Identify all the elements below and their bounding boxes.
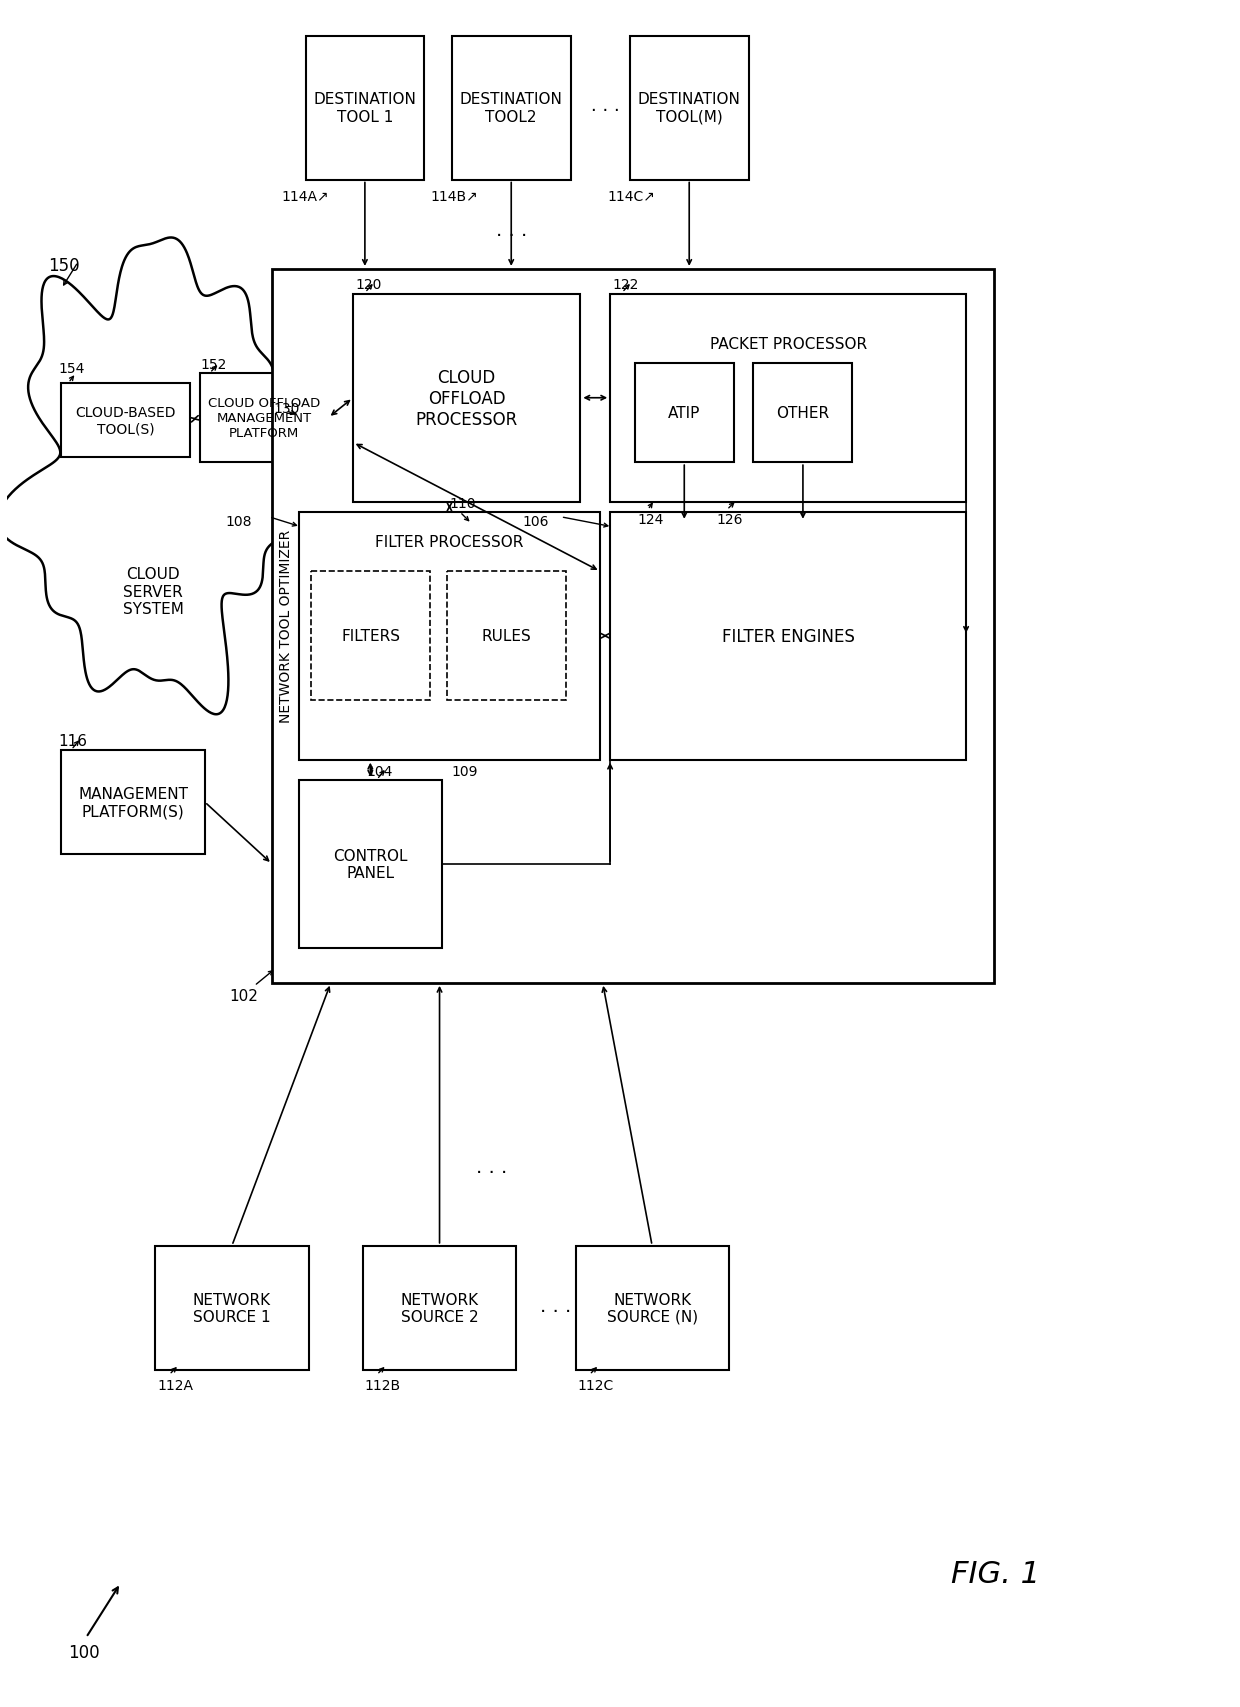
Bar [575, 1246, 729, 1371]
Bar [272, 270, 993, 983]
Text: 124: 124 [637, 512, 665, 526]
Bar [754, 364, 852, 463]
Text: PACKET PROCESSOR: PACKET PROCESSOR [709, 336, 867, 352]
Text: 130: 130 [274, 401, 300, 415]
Text: 102: 102 [229, 988, 258, 1004]
Text: FIG. 1: FIG. 1 [951, 1558, 1040, 1588]
Bar [610, 294, 966, 502]
Text: DESTINATION
TOOL2: DESTINATION TOOL2 [460, 92, 563, 125]
Bar [363, 1246, 516, 1371]
Text: 152: 152 [201, 358, 227, 372]
Text: DESTINATION
TOOL(M): DESTINATION TOOL(M) [637, 92, 740, 125]
Text: 106: 106 [522, 514, 549, 529]
Bar [635, 364, 734, 463]
Text: CLOUD OFFLOAD
MANAGEMENT
PLATFORM: CLOUD OFFLOAD MANAGEMENT PLATFORM [208, 396, 320, 440]
Bar [299, 780, 441, 949]
Bar [305, 36, 424, 181]
Text: 108: 108 [226, 514, 252, 529]
Text: FILTER ENGINES: FILTER ENGINES [722, 628, 854, 645]
Text: CLOUD-BASED
TOOL(S): CLOUD-BASED TOOL(S) [76, 406, 176, 435]
Bar [446, 572, 565, 702]
Text: . . .: . . . [476, 1157, 507, 1176]
Bar [451, 36, 570, 181]
Text: 112A: 112A [157, 1378, 193, 1391]
Text: . . .: . . . [590, 97, 620, 114]
Text: CLOUD
OFFLOAD
PROCESSOR: CLOUD OFFLOAD PROCESSOR [415, 369, 518, 428]
Text: MANAGEMENT
PLATFORM(S): MANAGEMENT PLATFORM(S) [78, 787, 188, 819]
Text: 114C↗: 114C↗ [608, 189, 656, 205]
Text: 120: 120 [355, 278, 382, 292]
Text: . . .: . . . [541, 1296, 572, 1314]
Bar [61, 751, 205, 855]
Bar [155, 1246, 309, 1371]
Text: NETWORK
SOURCE (N): NETWORK SOURCE (N) [606, 1292, 698, 1325]
Bar [353, 294, 580, 502]
Text: 109: 109 [451, 765, 479, 778]
Text: 112C: 112C [578, 1378, 614, 1391]
Text: DESTINATION
TOOL 1: DESTINATION TOOL 1 [314, 92, 417, 125]
Text: RULES: RULES [481, 628, 531, 644]
Text: FILTER PROCESSOR: FILTER PROCESSOR [376, 534, 523, 550]
Text: NETWORK TOOL OPTIMIZER: NETWORK TOOL OPTIMIZER [279, 529, 293, 724]
Text: 114A↗: 114A↗ [281, 189, 330, 205]
Text: 150: 150 [48, 256, 81, 275]
Text: 104: 104 [367, 765, 393, 778]
Bar [200, 374, 329, 463]
Text: ATIP: ATIP [668, 406, 701, 422]
Bar [299, 512, 600, 760]
Text: 154: 154 [58, 362, 84, 376]
Text: NETWORK
SOURCE 1: NETWORK SOURCE 1 [193, 1292, 272, 1325]
Text: 112B: 112B [365, 1378, 401, 1391]
Bar [610, 512, 966, 760]
Text: NETWORK
SOURCE 2: NETWORK SOURCE 2 [401, 1292, 479, 1325]
Bar [311, 572, 430, 702]
Text: OTHER: OTHER [776, 406, 830, 422]
Text: 116: 116 [58, 734, 87, 748]
Text: 114B↗: 114B↗ [430, 189, 477, 205]
Text: 100: 100 [68, 1642, 100, 1661]
Bar [61, 384, 190, 457]
Text: FILTERS: FILTERS [341, 628, 401, 644]
Text: . . .: . . . [496, 220, 527, 239]
Text: 110: 110 [450, 497, 476, 510]
Text: 126: 126 [717, 512, 744, 526]
Text: CONTROL
PANEL: CONTROL PANEL [334, 848, 408, 881]
Text: CLOUD
SERVER
SYSTEM: CLOUD SERVER SYSTEM [123, 567, 184, 616]
Bar [630, 36, 749, 181]
Text: 122: 122 [613, 278, 639, 292]
